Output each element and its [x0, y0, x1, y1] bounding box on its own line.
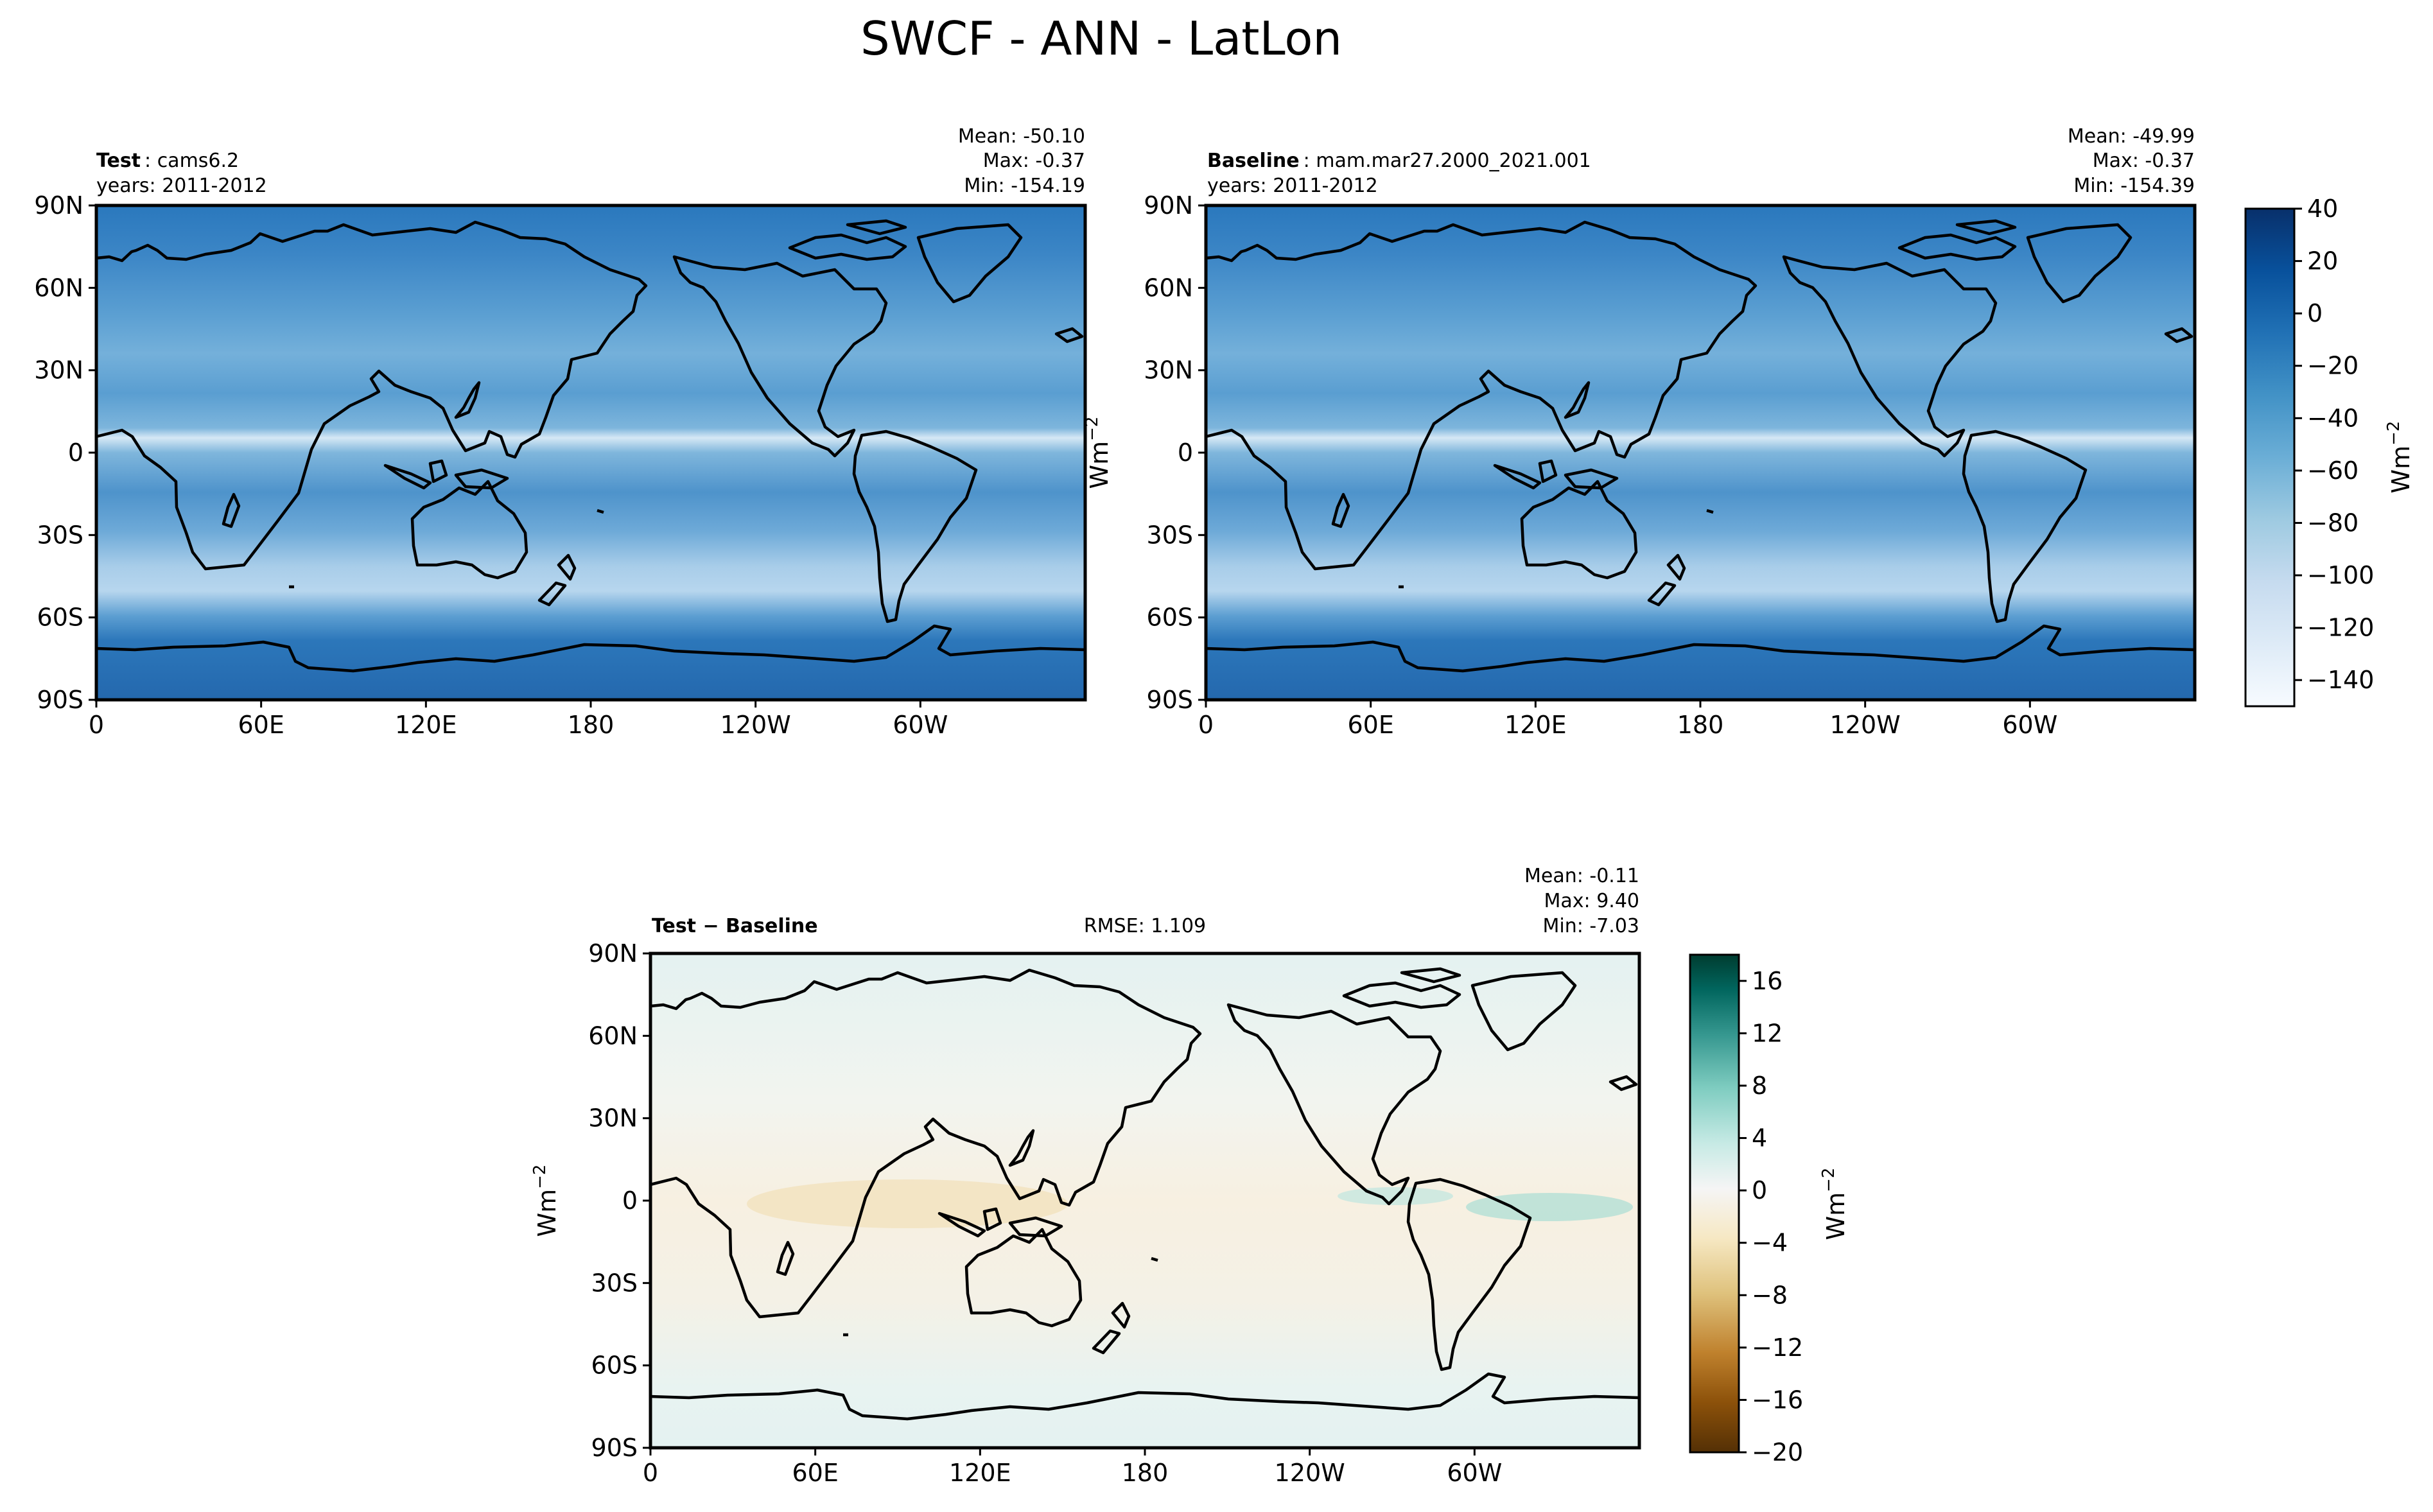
- baseline-stat-max: Max: -0.37: [2093, 150, 2195, 172]
- difference-stat-mean: Mean: -0.11: [1524, 865, 1639, 887]
- y-tick-label: 60N: [1144, 274, 1193, 302]
- colorbar-tick-label: 16: [1752, 967, 1783, 995]
- y-tick-label: 0: [1178, 439, 1193, 467]
- baseline-axis-ticks: 0 60E 120E 180 120W 60W 90N 60N 30N 0 30S 60S 90S: [1144, 191, 2057, 739]
- colorbar-tick-label: −12: [1752, 1334, 1803, 1362]
- x-tick-label: 0: [1198, 711, 1214, 739]
- baseline-stat-min: Min: -154.39: [2073, 175, 2195, 197]
- x-tick-label: 0: [89, 711, 104, 739]
- y-tick-label: 30N: [34, 356, 83, 385]
- field-colorbar: 40 20 0 −20 −40 −60 −80 −100 −120 −140 Wm−2: [2244, 195, 2415, 708]
- colorbar-tick-label: −8: [1752, 1281, 1788, 1309]
- x-tick-label: 120W: [720, 711, 791, 739]
- y-tick-label: 60S: [1147, 604, 1193, 632]
- x-tick-label: 60E: [1347, 711, 1393, 739]
- colorbar-tick-label: 20: [2307, 247, 2338, 275]
- colorbar-tick-label: −4: [1752, 1229, 1788, 1257]
- field-colorbar-label: Wm−2: [2384, 421, 2415, 494]
- baseline-ylabel: Wm−2: [1083, 417, 1113, 489]
- difference-axis-ticks: 0 60E 120E 180 120W 60W 90N 60N 30N 0 30S 60S 90S: [588, 939, 1502, 1487]
- test-stat-min: Min: -154.19: [964, 175, 1085, 197]
- colorbar-tick-label: 8: [1752, 1072, 1767, 1100]
- colorbar-tick-label: 0: [2307, 299, 2323, 327]
- difference-map-tropics-dry: [747, 1179, 1068, 1228]
- colorbar-tick-label: 0: [1752, 1176, 1767, 1204]
- figure-title: SWCF - ANN - LatLon: [860, 12, 1342, 65]
- x-tick-label: 120E: [949, 1459, 1011, 1487]
- y-tick-label: 30N: [1144, 356, 1193, 385]
- y-tick-label: 30N: [588, 1104, 638, 1133]
- y-tick-label: 60N: [34, 274, 83, 302]
- test-stat-max: Max: -0.37: [983, 150, 1085, 172]
- colorbar-tick-label: −60: [2307, 456, 2359, 485]
- test-map-field: [96, 205, 1085, 700]
- baseline-years: years: 2011-2012: [1207, 175, 1378, 197]
- x-tick-label: 60E: [238, 711, 284, 739]
- y-tick-label: 90S: [37, 686, 83, 714]
- y-tick-label: 0: [622, 1186, 638, 1215]
- test-map: [94, 204, 1087, 702]
- y-tick-label: 90S: [591, 1434, 638, 1462]
- x-tick-label: 60W: [1447, 1459, 1502, 1487]
- y-tick-label: 60S: [37, 604, 83, 632]
- difference-map-tropics-moist: [1466, 1193, 1633, 1221]
- colorbar-tick-label: −100: [2307, 561, 2374, 589]
- colorbar-tick-label: −80: [2307, 508, 2359, 537]
- difference-colorbar-ticks: 16 12 8 4 0 −4 −8 −12 −16 −20: [1739, 967, 1803, 1466]
- y-tick-label: 90S: [1147, 686, 1193, 714]
- baseline-label: Baseline: mam.mar27.2000_2021.001: [1207, 150, 1591, 172]
- y-tick-label: 30S: [591, 1269, 638, 1297]
- test-label: Test: cams6.2: [96, 150, 239, 172]
- baseline-stat-mean: Mean: -49.99: [2068, 125, 2195, 148]
- colorbar-tick-label: 4: [1752, 1124, 1767, 1152]
- y-tick-label: 30S: [37, 521, 83, 549]
- difference-ylabel: Wm−2: [530, 1165, 561, 1237]
- difference-stat-max: Max: 9.40: [1544, 890, 1639, 912]
- y-tick-label: 60S: [591, 1351, 638, 1380]
- colorbar-tick-label: −120: [2307, 614, 2374, 642]
- y-tick-label: 30S: [1147, 521, 1193, 549]
- y-tick-label: 0: [68, 439, 83, 467]
- colorbar-tick-label: −40: [2307, 404, 2359, 432]
- test-years: years: 2011-2012: [96, 175, 267, 197]
- x-tick-label: 60E: [792, 1459, 838, 1487]
- x-tick-label: 120E: [395, 711, 457, 739]
- y-tick-label: 90N: [1144, 191, 1193, 220]
- colorbar-tick-label: −16: [1752, 1386, 1803, 1414]
- difference-colorbar-fill: [1689, 953, 1740, 1454]
- colorbar-tick-label: −140: [2307, 666, 2374, 694]
- field-colorbar-ticks: 40 20 0 −20 −40 −60 −80 −100 −120 −140: [2294, 195, 2374, 694]
- test-axis-ticks: 0 60E 120E 180 120W 60W 90N 60N 30N 0 30S 60S 90S: [34, 191, 948, 739]
- x-tick-label: 180: [1677, 711, 1724, 739]
- x-tick-label: 60W: [893, 711, 948, 739]
- x-tick-label: 120E: [1504, 711, 1567, 739]
- difference-colorbar-label: Wm−2: [1819, 1168, 1850, 1240]
- difference-map: [649, 952, 1641, 1450]
- baseline-map-field: [1206, 205, 2195, 700]
- field-colorbar-fill: [2244, 207, 2296, 708]
- difference-colorbar: 16 12 8 4 0 −4 −8 −12 −16 −20 Wm−2: [1689, 953, 1850, 1466]
- colorbar-tick-label: −20: [2307, 352, 2359, 380]
- colorbar-tick-label: 40: [2307, 195, 2338, 223]
- y-tick-label: 90N: [588, 939, 638, 968]
- y-tick-label: 90N: [34, 191, 83, 220]
- baseline-map: [1204, 204, 2197, 702]
- difference-stat-min: Min: -7.03: [1543, 915, 1640, 937]
- difference-rmse: RMSE: 1.109: [1084, 915, 1206, 937]
- difference-panel: Test − Baseline RMSE: 1.109 Mean: -0.11 …: [530, 865, 1641, 1487]
- test-panel: Test: cams6.2 years: 2011-2012 Mean: -50…: [34, 125, 1087, 739]
- colorbar-tick-label: −20: [1752, 1438, 1803, 1466]
- difference-label: Test − Baseline: [652, 915, 818, 937]
- y-tick-label: 60N: [588, 1021, 638, 1050]
- x-tick-label: 120W: [1275, 1459, 1345, 1487]
- x-tick-label: 60W: [2002, 711, 2057, 739]
- x-tick-label: 120W: [1830, 711, 1901, 739]
- x-tick-label: 180: [1122, 1459, 1169, 1487]
- colorbar-tick-label: 12: [1752, 1019, 1783, 1047]
- x-tick-label: 0: [643, 1459, 658, 1487]
- test-stat-mean: Mean: -50.10: [958, 125, 1085, 148]
- baseline-panel: Baseline: mam.mar27.2000_2021.001 years:…: [1083, 125, 2197, 739]
- x-tick-label: 180: [568, 711, 615, 739]
